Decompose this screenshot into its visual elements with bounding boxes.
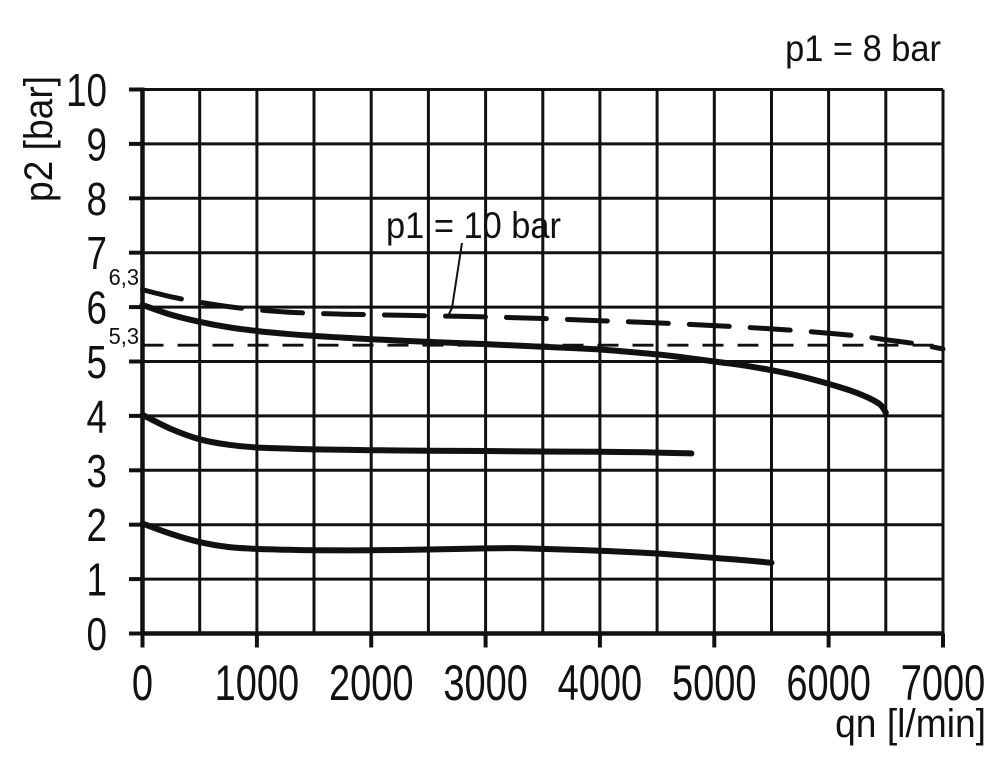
y-tick-label-4: 4 (87, 390, 107, 442)
y-tick-label-10: 10 (66, 64, 107, 116)
label-reference-5-3: 5,3 (109, 323, 139, 349)
tick-label-layer: 0 1000 2000 3000 4000 5000 6000 7000 01234567891… (66, 64, 985, 711)
curve-set4 (139, 411, 695, 457)
label-setpoint-6-3: 6,3 (109, 264, 139, 290)
y-tick-label-9: 9 (87, 118, 107, 170)
tick-layer (129, 87, 945, 648)
x-tick-label-0: 0 (132, 656, 153, 711)
x-tick-label-5000: 5000 (672, 656, 757, 711)
curve-p1-8bar-set6 (139, 301, 889, 416)
curve-layer (139, 287, 946, 566)
y-tick-label-5: 5 (87, 336, 107, 388)
x-tick-label-4000: 4000 (558, 656, 643, 711)
y-tick-label-0: 0 (87, 608, 107, 660)
x-tick-label-1000: 1000 (215, 656, 300, 711)
x-tick-label-2000: 2000 (329, 656, 414, 711)
y-tick-label-8: 8 (87, 173, 107, 225)
y-tick-label-2: 2 (87, 499, 107, 551)
x-tick-label-7000: 7000 (901, 656, 986, 711)
y-tick-label-1: 1 (87, 554, 107, 606)
curve-p1-10bar-dashed (140, 287, 946, 352)
annotation-p1-8bar: p1 = 8 bar (785, 28, 941, 69)
y-tick-label-3: 3 (87, 445, 107, 497)
y-tick-label-7: 7 (87, 227, 107, 279)
x-tick-label-6000: 6000 (786, 656, 871, 711)
annotation-leader-line (446, 242, 463, 319)
y-axis-title: p2 [bar] (17, 76, 62, 202)
annotation-p1-10bar: p1 = 10 bar (386, 205, 561, 246)
x-tick-label-3000: 3000 (443, 656, 528, 711)
y-tick-label-6: 6 (87, 282, 107, 334)
grid-layer (140, 88, 945, 636)
curve-set2 (139, 520, 775, 566)
x-axis-title: qn [l/min] (835, 702, 986, 747)
annotation-layer: p2 [bar] qn [l/min] p1 = 8 bar p1 = 10 b… (17, 28, 986, 746)
